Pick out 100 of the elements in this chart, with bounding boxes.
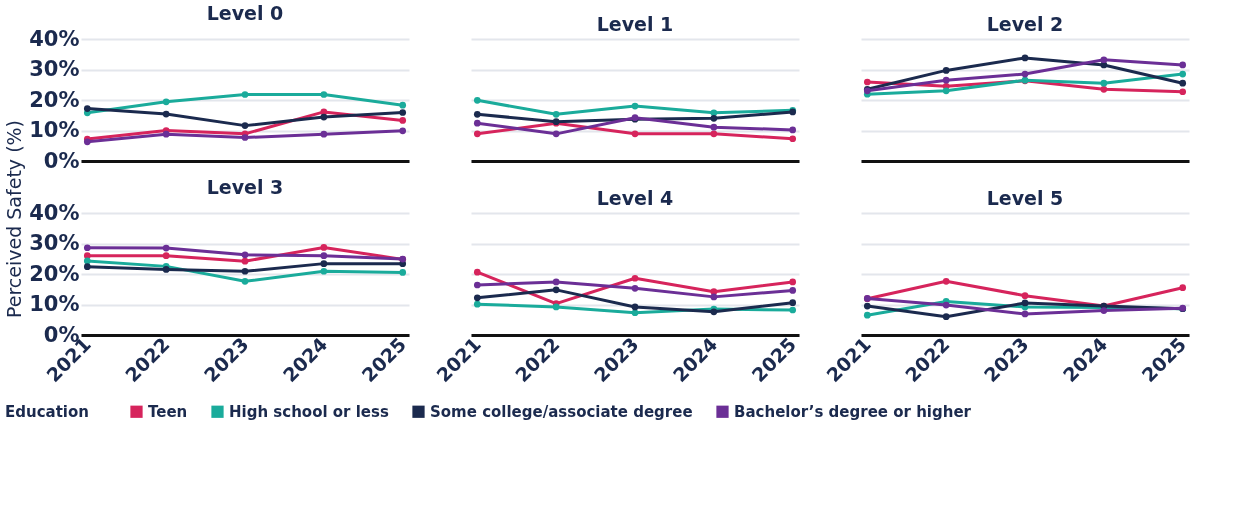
point	[473, 281, 481, 289]
point	[83, 263, 91, 271]
point	[942, 67, 950, 74]
y-axis-title: Perceived Safety (%)	[3, 119, 25, 319]
chart-title: Level 3	[206, 176, 284, 198]
y-tick-label: 20%	[29, 261, 80, 286]
point	[710, 114, 718, 122]
point	[320, 130, 328, 138]
point	[552, 286, 560, 294]
legend-label: Teen	[148, 402, 188, 421]
point	[241, 91, 249, 98]
point	[942, 87, 950, 95]
point	[83, 252, 91, 260]
point	[1100, 56, 1108, 64]
point	[473, 96, 481, 104]
point	[399, 101, 407, 109]
point	[789, 278, 797, 286]
point	[1100, 85, 1108, 93]
point	[710, 123, 718, 131]
point	[552, 130, 560, 138]
point	[552, 278, 560, 286]
point	[241, 257, 249, 265]
point	[241, 251, 249, 259]
point	[631, 309, 639, 317]
point	[552, 110, 560, 118]
point	[162, 252, 170, 260]
y-tick-label: 10%	[29, 292, 80, 316]
point	[789, 299, 797, 307]
y-tick-label: 30%	[29, 231, 80, 255]
point	[942, 301, 950, 309]
point	[1179, 284, 1187, 292]
point	[710, 293, 718, 301]
point	[1100, 79, 1108, 87]
y-tick-label: 40%	[29, 26, 80, 51]
point	[473, 300, 481, 308]
point	[241, 267, 249, 275]
point	[320, 113, 328, 121]
y-tick-label: 30%	[29, 57, 80, 81]
point	[1179, 70, 1187, 78]
chart-title: Level 1	[596, 13, 674, 35]
y-tick-label: 0%	[43, 148, 80, 173]
legend-label: Bachelor’s degree or higher	[734, 402, 972, 421]
point	[83, 257, 91, 265]
point	[241, 134, 249, 141]
point	[1021, 292, 1029, 299]
chart-title: Level 0	[206, 2, 284, 24]
point	[631, 130, 639, 138]
y-tick-label: 10%	[29, 118, 80, 142]
point	[1021, 70, 1029, 78]
point	[552, 303, 560, 311]
point	[241, 277, 249, 285]
legend-label: High school or less	[229, 402, 389, 421]
point	[942, 313, 950, 321]
point	[399, 117, 407, 124]
point	[162, 130, 170, 138]
point	[399, 109, 407, 116]
point	[83, 244, 91, 252]
point	[863, 311, 871, 319]
point	[162, 98, 170, 106]
point	[710, 130, 718, 138]
point	[320, 91, 328, 98]
point	[320, 260, 328, 267]
point	[473, 119, 481, 127]
point	[320, 267, 328, 275]
point	[789, 126, 797, 134]
point	[1021, 299, 1029, 307]
point	[320, 244, 328, 251]
point	[631, 102, 639, 110]
point	[473, 268, 481, 276]
chart-title: Level 2	[986, 13, 1064, 35]
point	[710, 288, 718, 296]
point	[241, 122, 249, 129]
y-tick-label: 20%	[29, 87, 80, 112]
point	[1021, 54, 1029, 62]
point	[789, 287, 797, 294]
point	[473, 110, 481, 118]
point	[473, 130, 481, 138]
chart-title: Level 4	[596, 187, 674, 209]
point	[83, 105, 91, 112]
point	[162, 110, 170, 118]
point	[789, 135, 797, 143]
point	[473, 294, 481, 302]
point	[631, 284, 639, 292]
point	[631, 274, 639, 282]
legend-label: Some college/associate degree	[430, 402, 693, 421]
point	[942, 277, 950, 285]
chart-title: Level 5	[986, 187, 1064, 209]
legend-title: Education	[5, 403, 89, 421]
point	[863, 302, 871, 310]
point	[320, 252, 328, 260]
point	[631, 303, 639, 311]
point	[1179, 79, 1187, 87]
point	[789, 306, 797, 314]
point	[399, 269, 407, 276]
point	[863, 78, 871, 86]
point	[399, 127, 407, 135]
point	[162, 244, 170, 252]
point	[1179, 61, 1187, 69]
y-tick-label: 40%	[29, 200, 80, 225]
point	[1021, 310, 1029, 318]
